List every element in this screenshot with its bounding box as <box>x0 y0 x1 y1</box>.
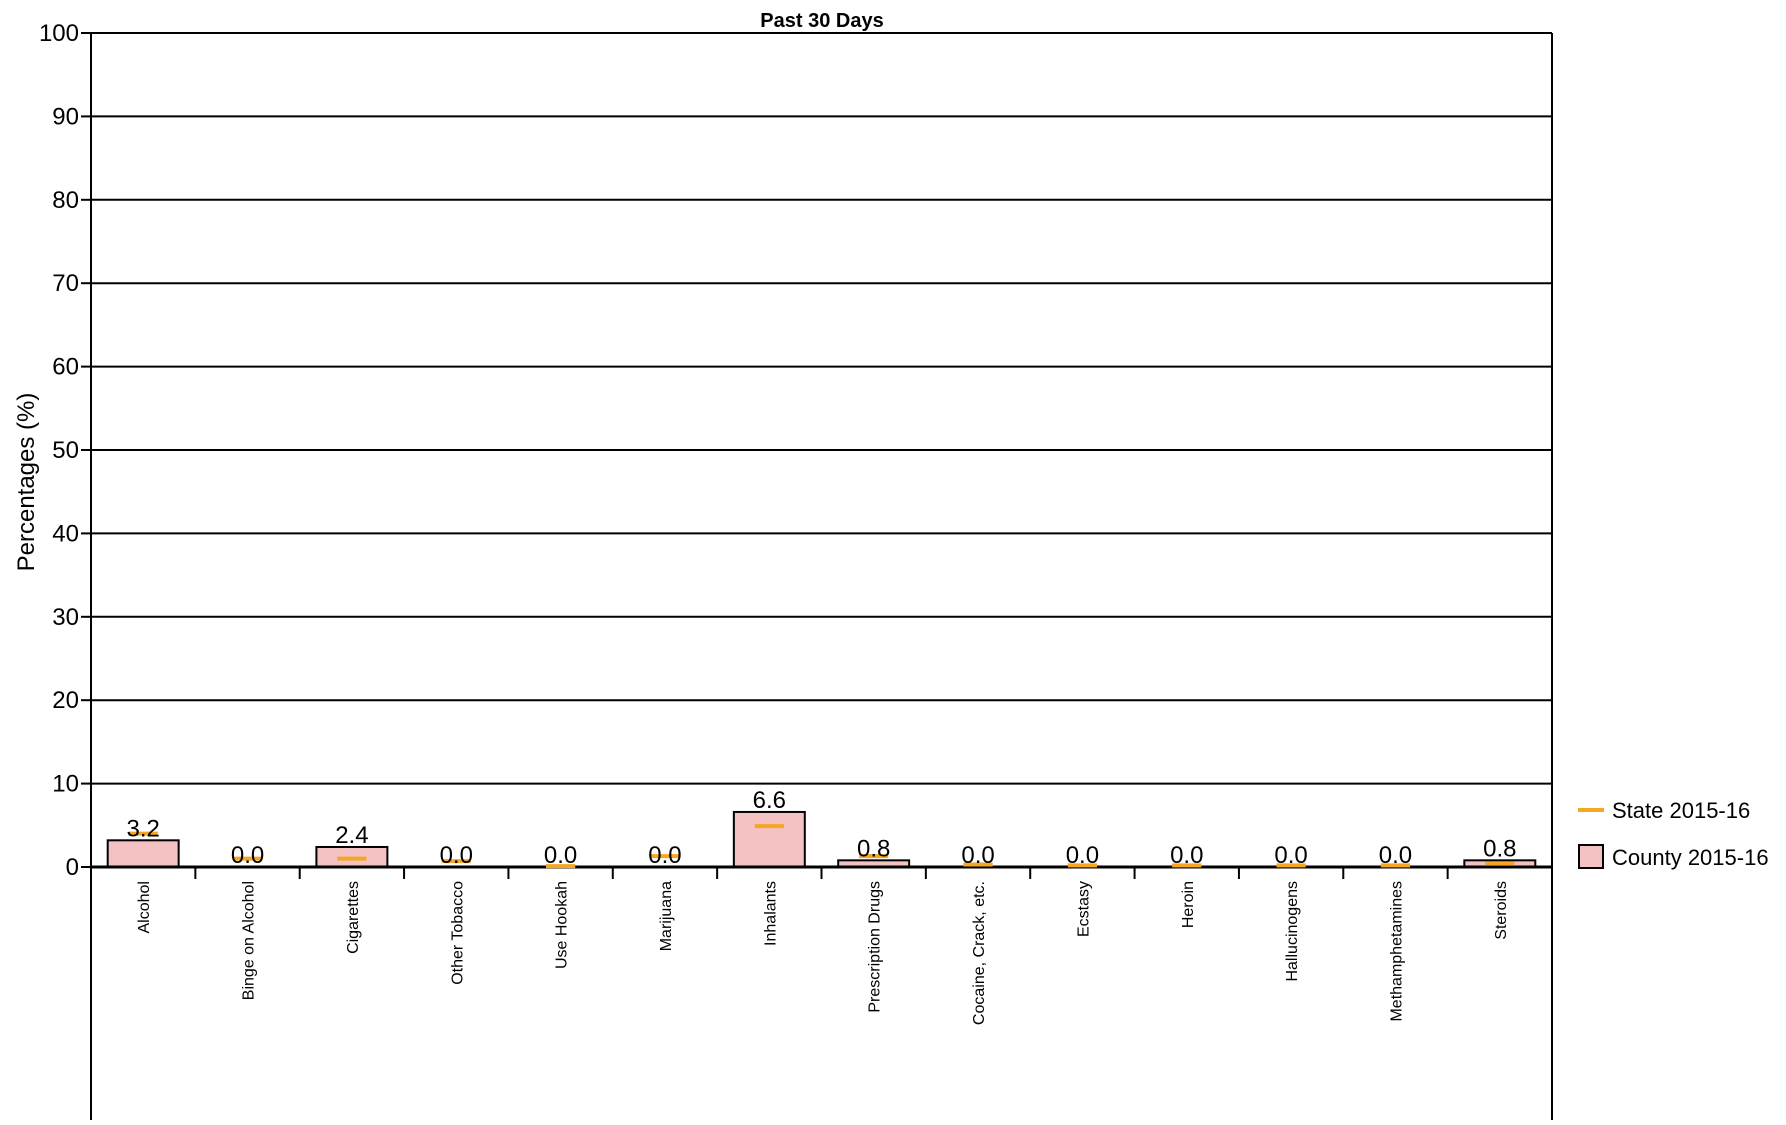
data-label: 0.0 <box>1170 842 1203 869</box>
data-label: 3.2 <box>126 815 159 842</box>
data-label: 0.0 <box>1379 842 1412 869</box>
data-label: 0.0 <box>648 842 681 869</box>
y-axis-label: Percentages (%) <box>13 393 40 572</box>
x-category-label: Marijuana <box>658 881 675 951</box>
data-label: 0.8 <box>1483 835 1516 862</box>
bar <box>732 810 806 868</box>
x-category-label: Prescription Drugs <box>867 881 884 1013</box>
x-category-label: Use Hookah <box>554 881 571 969</box>
y-tick-label: 70 <box>52 270 79 297</box>
y-tick-label: 30 <box>52 604 79 631</box>
bar <box>106 839 180 869</box>
y-tick-label: 80 <box>52 187 79 214</box>
y-tick-label: 10 <box>52 771 79 798</box>
y-tick-label: 50 <box>52 437 79 464</box>
x-category-label: Hallucinogens <box>1284 881 1301 982</box>
x-category-label: Binge on Alcohol <box>241 881 258 1000</box>
x-category-label: Other Tobacco <box>449 881 466 985</box>
data-label: 0.0 <box>1274 842 1307 869</box>
x-category-label: Ecstasy <box>1075 881 1092 937</box>
legend-state-label: State 2015-16 <box>1612 798 1750 823</box>
y-tick-label: 100 <box>39 20 79 47</box>
chart-title: Past 30 Days <box>760 10 883 32</box>
data-label: 0.0 <box>961 842 994 869</box>
data-label: 0.0 <box>440 842 473 869</box>
data-label: 0.0 <box>544 842 577 869</box>
x-category-label: Methamphetamines <box>1388 881 1405 1022</box>
y-tick-label: 90 <box>52 103 79 130</box>
data-label: 0.0 <box>1066 842 1099 869</box>
x-category-label: Alcohol <box>136 881 153 933</box>
data-label: 0.0 <box>231 842 264 869</box>
x-category-label: Heroin <box>1180 881 1197 928</box>
x-category-label: Cocaine, Crack, etc. <box>971 881 988 1025</box>
y-tick-label: 20 <box>52 687 79 714</box>
x-category-label: Steroids <box>1493 881 1510 940</box>
data-label: 0.8 <box>857 835 890 862</box>
y-tick-label: 0 <box>66 854 79 881</box>
x-category-label: Inhalants <box>762 881 779 946</box>
y-tick-label: 40 <box>52 520 79 547</box>
legend-county-label: County 2015-16 <box>1612 845 1769 870</box>
x-category-label: Cigarettes <box>345 881 362 954</box>
y-tick-label: 60 <box>52 354 79 381</box>
data-label: 2.4 <box>335 822 368 849</box>
data-label: 6.6 <box>753 787 786 814</box>
legend-county-swatch <box>1578 844 1604 869</box>
